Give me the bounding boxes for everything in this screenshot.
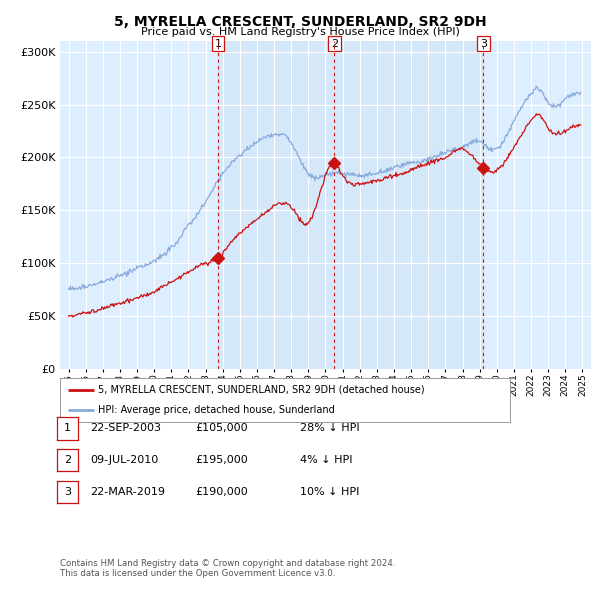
Text: £190,000: £190,000: [195, 487, 248, 497]
Text: 5, MYRELLA CRESCENT, SUNDERLAND, SR2 9DH: 5, MYRELLA CRESCENT, SUNDERLAND, SR2 9DH: [113, 15, 487, 29]
Text: 3: 3: [64, 487, 71, 497]
Bar: [218, 41, 484, 369]
Text: £105,000: £105,000: [195, 424, 248, 433]
Text: 10% ↓ HPI: 10% ↓ HPI: [300, 487, 359, 497]
Text: 4% ↓ HPI: 4% ↓ HPI: [300, 455, 353, 465]
Text: 5, MYRELLA CRESCENT, SUNDERLAND, SR2 9DH (detached house): 5, MYRELLA CRESCENT, SUNDERLAND, SR2 9DH…: [98, 385, 425, 395]
Text: 22-MAR-2019: 22-MAR-2019: [90, 487, 165, 497]
Text: 1: 1: [64, 424, 71, 433]
Text: 09-JUL-2010: 09-JUL-2010: [90, 455, 158, 465]
Text: Contains HM Land Registry data © Crown copyright and database right 2024.: Contains HM Land Registry data © Crown c…: [60, 559, 395, 568]
Text: HPI: Average price, detached house, Sunderland: HPI: Average price, detached house, Sund…: [98, 405, 335, 415]
Text: 28% ↓ HPI: 28% ↓ HPI: [300, 424, 359, 433]
Text: This data is licensed under the Open Government Licence v3.0.: This data is licensed under the Open Gov…: [60, 569, 335, 578]
Text: 2: 2: [64, 455, 71, 465]
Text: 1: 1: [214, 39, 221, 49]
Text: £195,000: £195,000: [195, 455, 248, 465]
Text: Price paid vs. HM Land Registry's House Price Index (HPI): Price paid vs. HM Land Registry's House …: [140, 27, 460, 37]
Text: 3: 3: [480, 39, 487, 49]
Text: 22-SEP-2003: 22-SEP-2003: [90, 424, 161, 433]
Text: 2: 2: [331, 39, 338, 49]
